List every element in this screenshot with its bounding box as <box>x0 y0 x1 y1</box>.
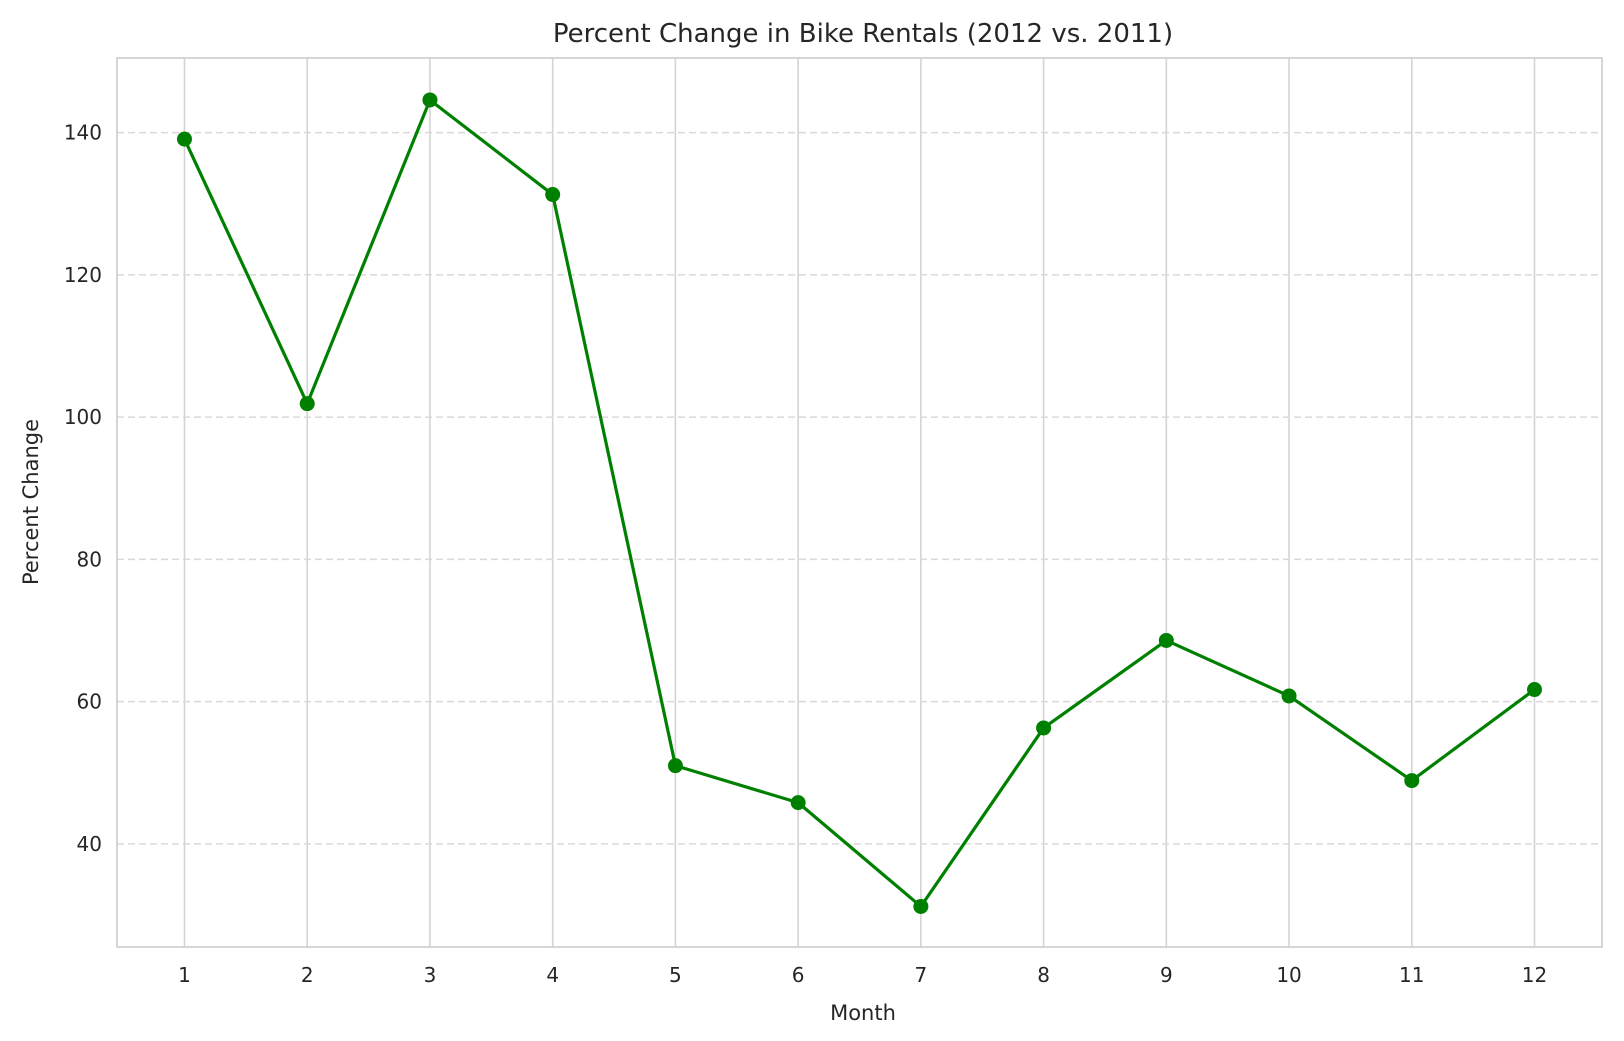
data-point-month-1 <box>177 131 192 147</box>
plot-area-frame <box>116 57 1603 948</box>
x-tick-label: 6 <box>792 963 805 987</box>
data-point-month-8 <box>1036 720 1052 736</box>
y-tick-label: 40 <box>77 832 102 856</box>
x-tick-label: 7 <box>914 963 927 987</box>
y-tick-label: 140 <box>64 121 102 145</box>
x-tick-label: 10 <box>1276 963 1301 987</box>
data-point-month-12 <box>1527 682 1542 698</box>
x-tick-label: 4 <box>546 963 559 987</box>
data-series <box>177 92 1542 914</box>
x-tick-label: 11 <box>1399 963 1424 987</box>
chart-title: Percent Change in Bike Rentals (2012 vs.… <box>553 19 1173 49</box>
y-tick-label: 100 <box>64 405 102 429</box>
y-tick-label: 120 <box>64 263 102 287</box>
x-tick-label: 9 <box>1160 963 1173 987</box>
x-tick-label: 2 <box>301 963 314 987</box>
data-point-month-5 <box>667 758 683 774</box>
x-tick-label: 5 <box>669 963 682 987</box>
data-point-month-3 <box>422 92 438 108</box>
data-point-month-10 <box>1281 688 1297 704</box>
y-tick-label: 80 <box>77 547 102 571</box>
x-tick-label: 1 <box>178 963 191 987</box>
x-axis-label: Month <box>830 1001 896 1025</box>
data-point-month-7 <box>913 898 929 914</box>
x-tick-label: 3 <box>424 963 437 987</box>
y-axis-label: Percent Change <box>19 419 43 585</box>
data-point-month-11 <box>1404 773 1420 789</box>
data-point-month-6 <box>790 795 806 811</box>
x-tick-label: 12 <box>1522 963 1547 987</box>
data-point-month-2 <box>299 396 315 412</box>
series-line <box>182 98 1537 909</box>
data-point-month-9 <box>1158 632 1174 648</box>
x-tick-label: 8 <box>1037 963 1050 987</box>
y-tick-label: 60 <box>77 690 102 714</box>
data-point-month-4 <box>545 187 561 203</box>
grid-lines <box>117 58 1602 947</box>
